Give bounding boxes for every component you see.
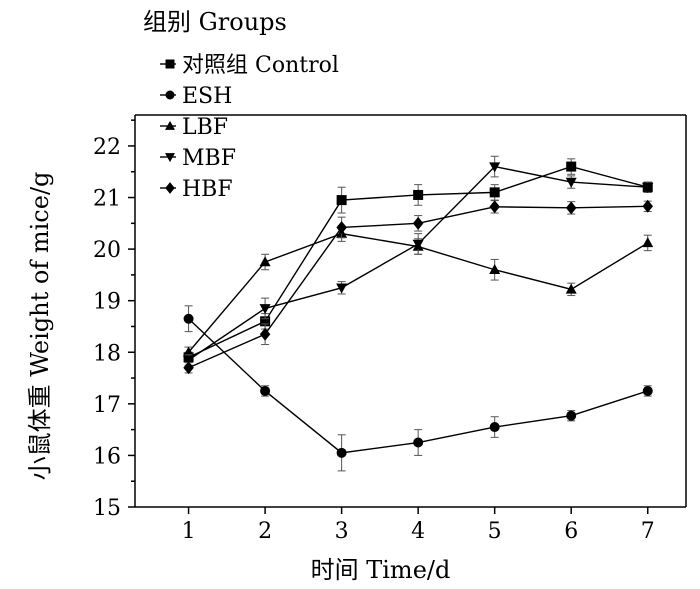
y-axis-title: 小鼠体重 Weight of mice/g [26, 172, 54, 481]
data-point [489, 187, 500, 198]
data-point [565, 283, 577, 294]
x-tick-label: 5 [488, 519, 502, 544]
legend-item: HBF [160, 177, 233, 202]
x-tick-label: 6 [564, 519, 578, 544]
plot-frame [134, 114, 687, 508]
data-point [336, 283, 348, 294]
data-point [489, 263, 501, 274]
data-point [565, 201, 577, 215]
legend: 组别 Groups 对照组 Control ESH LBF MBF HBF [143, 8, 339, 202]
data-point [642, 182, 654, 193]
legend-item: MBF [160, 146, 236, 171]
data-point [413, 437, 424, 448]
x-axis-title: 时间 Time/d [311, 556, 451, 584]
x-tick-label: 3 [335, 519, 349, 544]
y-tick-label: 22 [93, 135, 121, 160]
legend-marker [165, 59, 175, 69]
data-point [489, 200, 500, 214]
x-tick-label: 4 [411, 519, 425, 544]
x-tick-label: 1 [182, 519, 196, 544]
data-point [183, 361, 194, 375]
legend-title: 组别 Groups [143, 8, 287, 36]
data-point [183, 355, 195, 366]
data-point [566, 161, 577, 172]
x-tick-label: 2 [258, 519, 272, 544]
legend-items: 对照组 Control ESH LBF MBF HBF [160, 53, 339, 202]
series-circle [183, 305, 653, 472]
legend-marker [165, 153, 175, 163]
data-point [565, 177, 577, 188]
y-tick-label: 15 [93, 496, 121, 521]
series-layer [183, 155, 654, 472]
data-point [259, 256, 271, 267]
data-point [336, 195, 347, 206]
series-square [183, 158, 653, 364]
data-point [489, 162, 501, 173]
data-point [183, 346, 195, 357]
x-ticks: 1 2 3 4 5 6 7 [182, 507, 655, 544]
x-tick-label: 7 [641, 519, 655, 544]
legend-label: 对照组 Control [182, 53, 339, 78]
data-point [336, 447, 347, 458]
data-point [642, 237, 654, 248]
data-point [260, 316, 271, 327]
y-tick-label: 20 [93, 238, 121, 263]
legend-label: HBF [182, 177, 233, 202]
data-point [489, 422, 500, 433]
y-tick-label: 16 [93, 444, 121, 469]
legend-marker [165, 90, 175, 100]
legend-label: MBF [182, 146, 236, 171]
legend-label: ESH [182, 84, 232, 109]
legend-item: LBF [160, 115, 228, 140]
data-point [336, 220, 347, 234]
data-point [259, 327, 271, 341]
legend-item: ESH [160, 84, 232, 109]
data-point [412, 239, 424, 250]
data-point [566, 410, 577, 421]
y-tick-label: 21 [93, 187, 121, 212]
legend-label: LBF [182, 115, 228, 140]
data-point [642, 385, 653, 396]
data-point [413, 189, 424, 200]
legend-marker [165, 182, 175, 194]
data-point [260, 385, 271, 396]
legend-marker [165, 120, 175, 130]
y-tick-label: 17 [93, 393, 121, 418]
y-tick-label: 19 [93, 290, 121, 315]
data-point [183, 313, 194, 324]
y-tick-label: 18 [93, 341, 121, 366]
data-point [642, 199, 653, 213]
y-ticks: 15 16 17 18 19 20 21 22 [93, 119, 135, 521]
series-diamond [183, 199, 653, 375]
data-point [412, 216, 424, 230]
data-point [259, 304, 271, 315]
legend-item: 对照组 Control [160, 53, 339, 78]
